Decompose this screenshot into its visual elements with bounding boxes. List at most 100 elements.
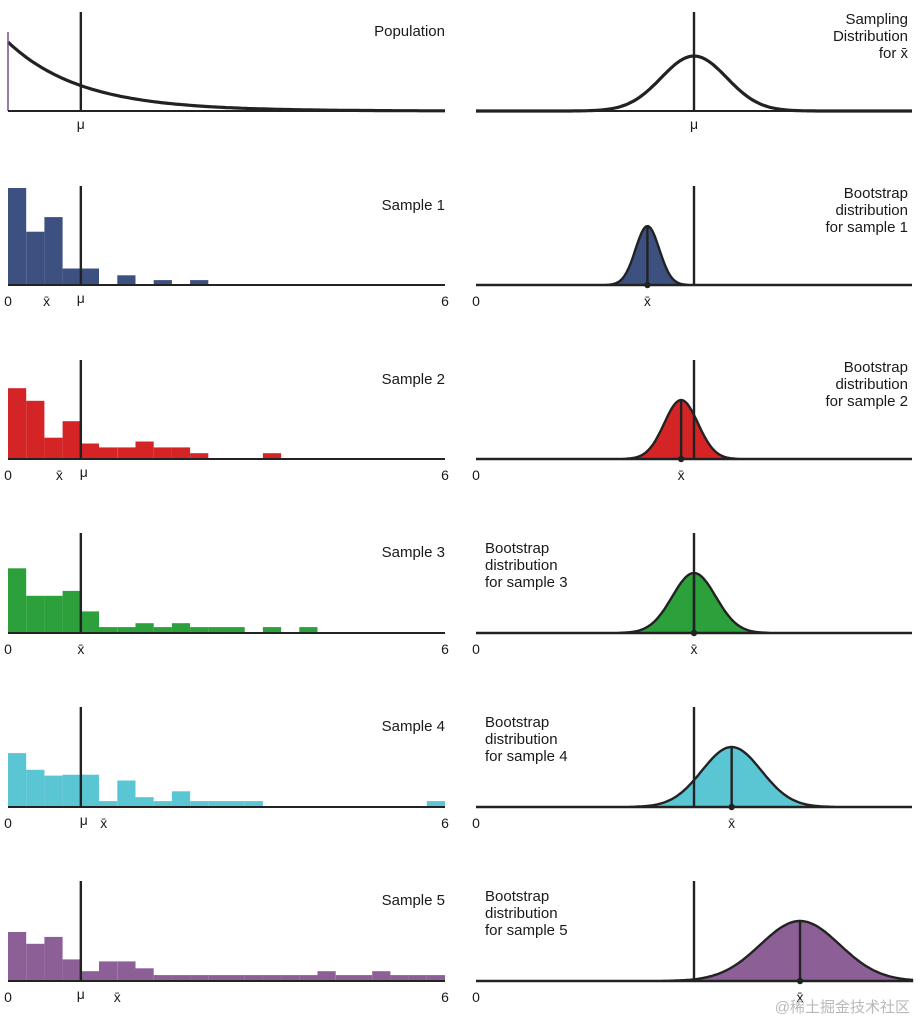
histogram-bar [390,975,409,981]
panel-title: Sample 1 [382,197,445,214]
panel-title-line: for sample 4 [485,748,568,765]
histogram-bar [44,595,63,633]
histogram-bar [135,441,154,459]
panel-title-line: Bootstrap [485,540,549,557]
xbar-label: x̄ [114,989,121,1005]
tick-label-0: 0 [472,989,480,1005]
histogram-bar [8,568,27,633]
panel-title-line: for sample 1 [825,219,908,236]
panel-title-line: for x̄ [879,45,909,62]
histogram-bar [8,932,27,981]
histogram-bar [372,971,391,981]
histogram-bar [8,188,27,285]
histogram-bar [26,400,45,459]
histogram-bar [153,627,172,633]
panel-2: Sampling Distribution for x̄ μ [476,11,912,132]
tick-label-0: 0 [4,293,12,309]
histogram-bar [99,961,118,981]
panel-title: Bootstrap distribution for sample 5 [485,888,568,939]
histogram-bar [190,280,209,285]
panel-title-line: Bootstrap [485,714,549,731]
histogram-bar [135,797,154,807]
histogram-bar [153,447,172,459]
histogram-bar [44,217,63,285]
panel-12: Bootstrap distribution for sample 5 0 x̄ [472,881,914,1005]
panel-title: Sample 5 [382,892,445,909]
panel-title-line: for sample 3 [485,574,568,591]
xbar-label: x̄ [691,641,698,657]
histogram-bar [117,447,136,459]
panel-5: Sample 2 0 6 μ x̄ [4,360,449,483]
histogram-bar [190,627,209,633]
xbar-label: x̄ [678,467,685,483]
histogram-bar [80,611,99,633]
histogram-bar [62,421,81,459]
histogram-bar [335,975,354,981]
histogram-bar [226,801,245,807]
histogram-bar [281,975,300,981]
histogram-bar [99,627,118,633]
histogram-bar [299,975,318,981]
tick-label-0: 0 [4,641,12,657]
panel-title-line: Bootstrap [844,359,908,376]
histogram-bar [80,443,99,459]
panel-title-line: Sample 1 [382,197,445,214]
histogram-bar [135,623,154,633]
histogram-bar [190,453,209,459]
histogram-bar [62,959,81,981]
histogram-bar [62,268,81,285]
histogram-bar [62,774,81,807]
mu-label: μ [77,986,85,1002]
histogram-bar [44,775,63,807]
histogram-bar [153,801,172,807]
histogram-bar [426,975,445,981]
tick-label-6: 6 [441,815,449,831]
histogram-bar [26,595,45,633]
histogram-bar [171,975,191,981]
tick-label-6: 6 [441,641,449,657]
histogram-bar [299,627,318,633]
mu-label: μ [80,812,88,828]
panel-title-line: Sample 2 [382,371,445,388]
panel-title: Bootstrap distribution for sample 4 [485,714,568,765]
histogram-bar [26,943,45,981]
tick-label-6: 6 [441,293,449,309]
histogram-bar [80,774,99,807]
histogram-bar [153,280,172,285]
xbar-label: x̄ [56,467,63,483]
tick-label-6: 6 [441,467,449,483]
tick-label-0: 0 [4,989,12,1005]
xbar-label: x̄ [728,815,735,831]
tick-label-0: 0 [472,467,480,483]
panel-title: Sample 2 [382,371,445,388]
mu-label: μ [77,116,85,132]
panel-title-line: distribution [835,202,908,219]
xbar-label: x̄ [77,641,84,657]
histogram-bar [8,388,27,459]
panel-title: Sampling Distribution for x̄ [833,11,909,62]
histogram-bar [44,936,63,981]
panel-3: Sample 1 0 6 μ x̄ [4,186,449,309]
histogram-bar [208,627,227,633]
mu-label: μ [80,464,88,480]
panel-title-line: distribution [485,905,558,922]
watermark: @稀土掘金技术社区 [775,999,910,1016]
xbar-label: x̄ [797,989,804,1005]
histogram-bar [171,623,191,633]
histogram-bar [117,780,136,807]
panel-title-line: for sample 5 [485,922,568,939]
panel-1: Population μ [6,12,445,132]
tick-label-0: 0 [4,815,12,831]
panel-title: Population [374,23,445,40]
histogram-bar [8,753,27,807]
histogram-bar [117,627,136,633]
histogram-bar [44,437,63,459]
tick-label-0: 0 [4,467,12,483]
histogram-bar [190,801,209,807]
panel-title-line: Sample 3 [382,544,445,561]
panel-title-line: Bootstrap [485,888,549,905]
panel-title-line: Population [374,23,445,40]
panel-title: Bootstrap distribution for sample 1 [825,185,908,236]
histogram-bar [317,971,336,981]
